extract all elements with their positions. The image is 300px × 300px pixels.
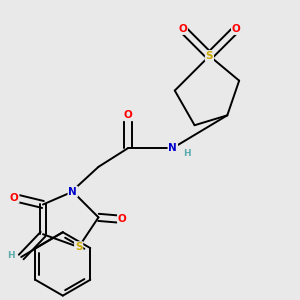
Text: S: S (206, 51, 213, 61)
Text: H: H (7, 251, 15, 260)
Text: O: O (118, 214, 127, 224)
Text: O: O (178, 24, 187, 34)
Text: O: O (124, 110, 133, 120)
Text: N: N (68, 187, 77, 196)
Text: N: N (168, 143, 177, 153)
Text: O: O (232, 24, 241, 34)
Text: H: H (183, 149, 191, 158)
Text: O: O (10, 193, 19, 202)
Text: S: S (75, 242, 82, 252)
